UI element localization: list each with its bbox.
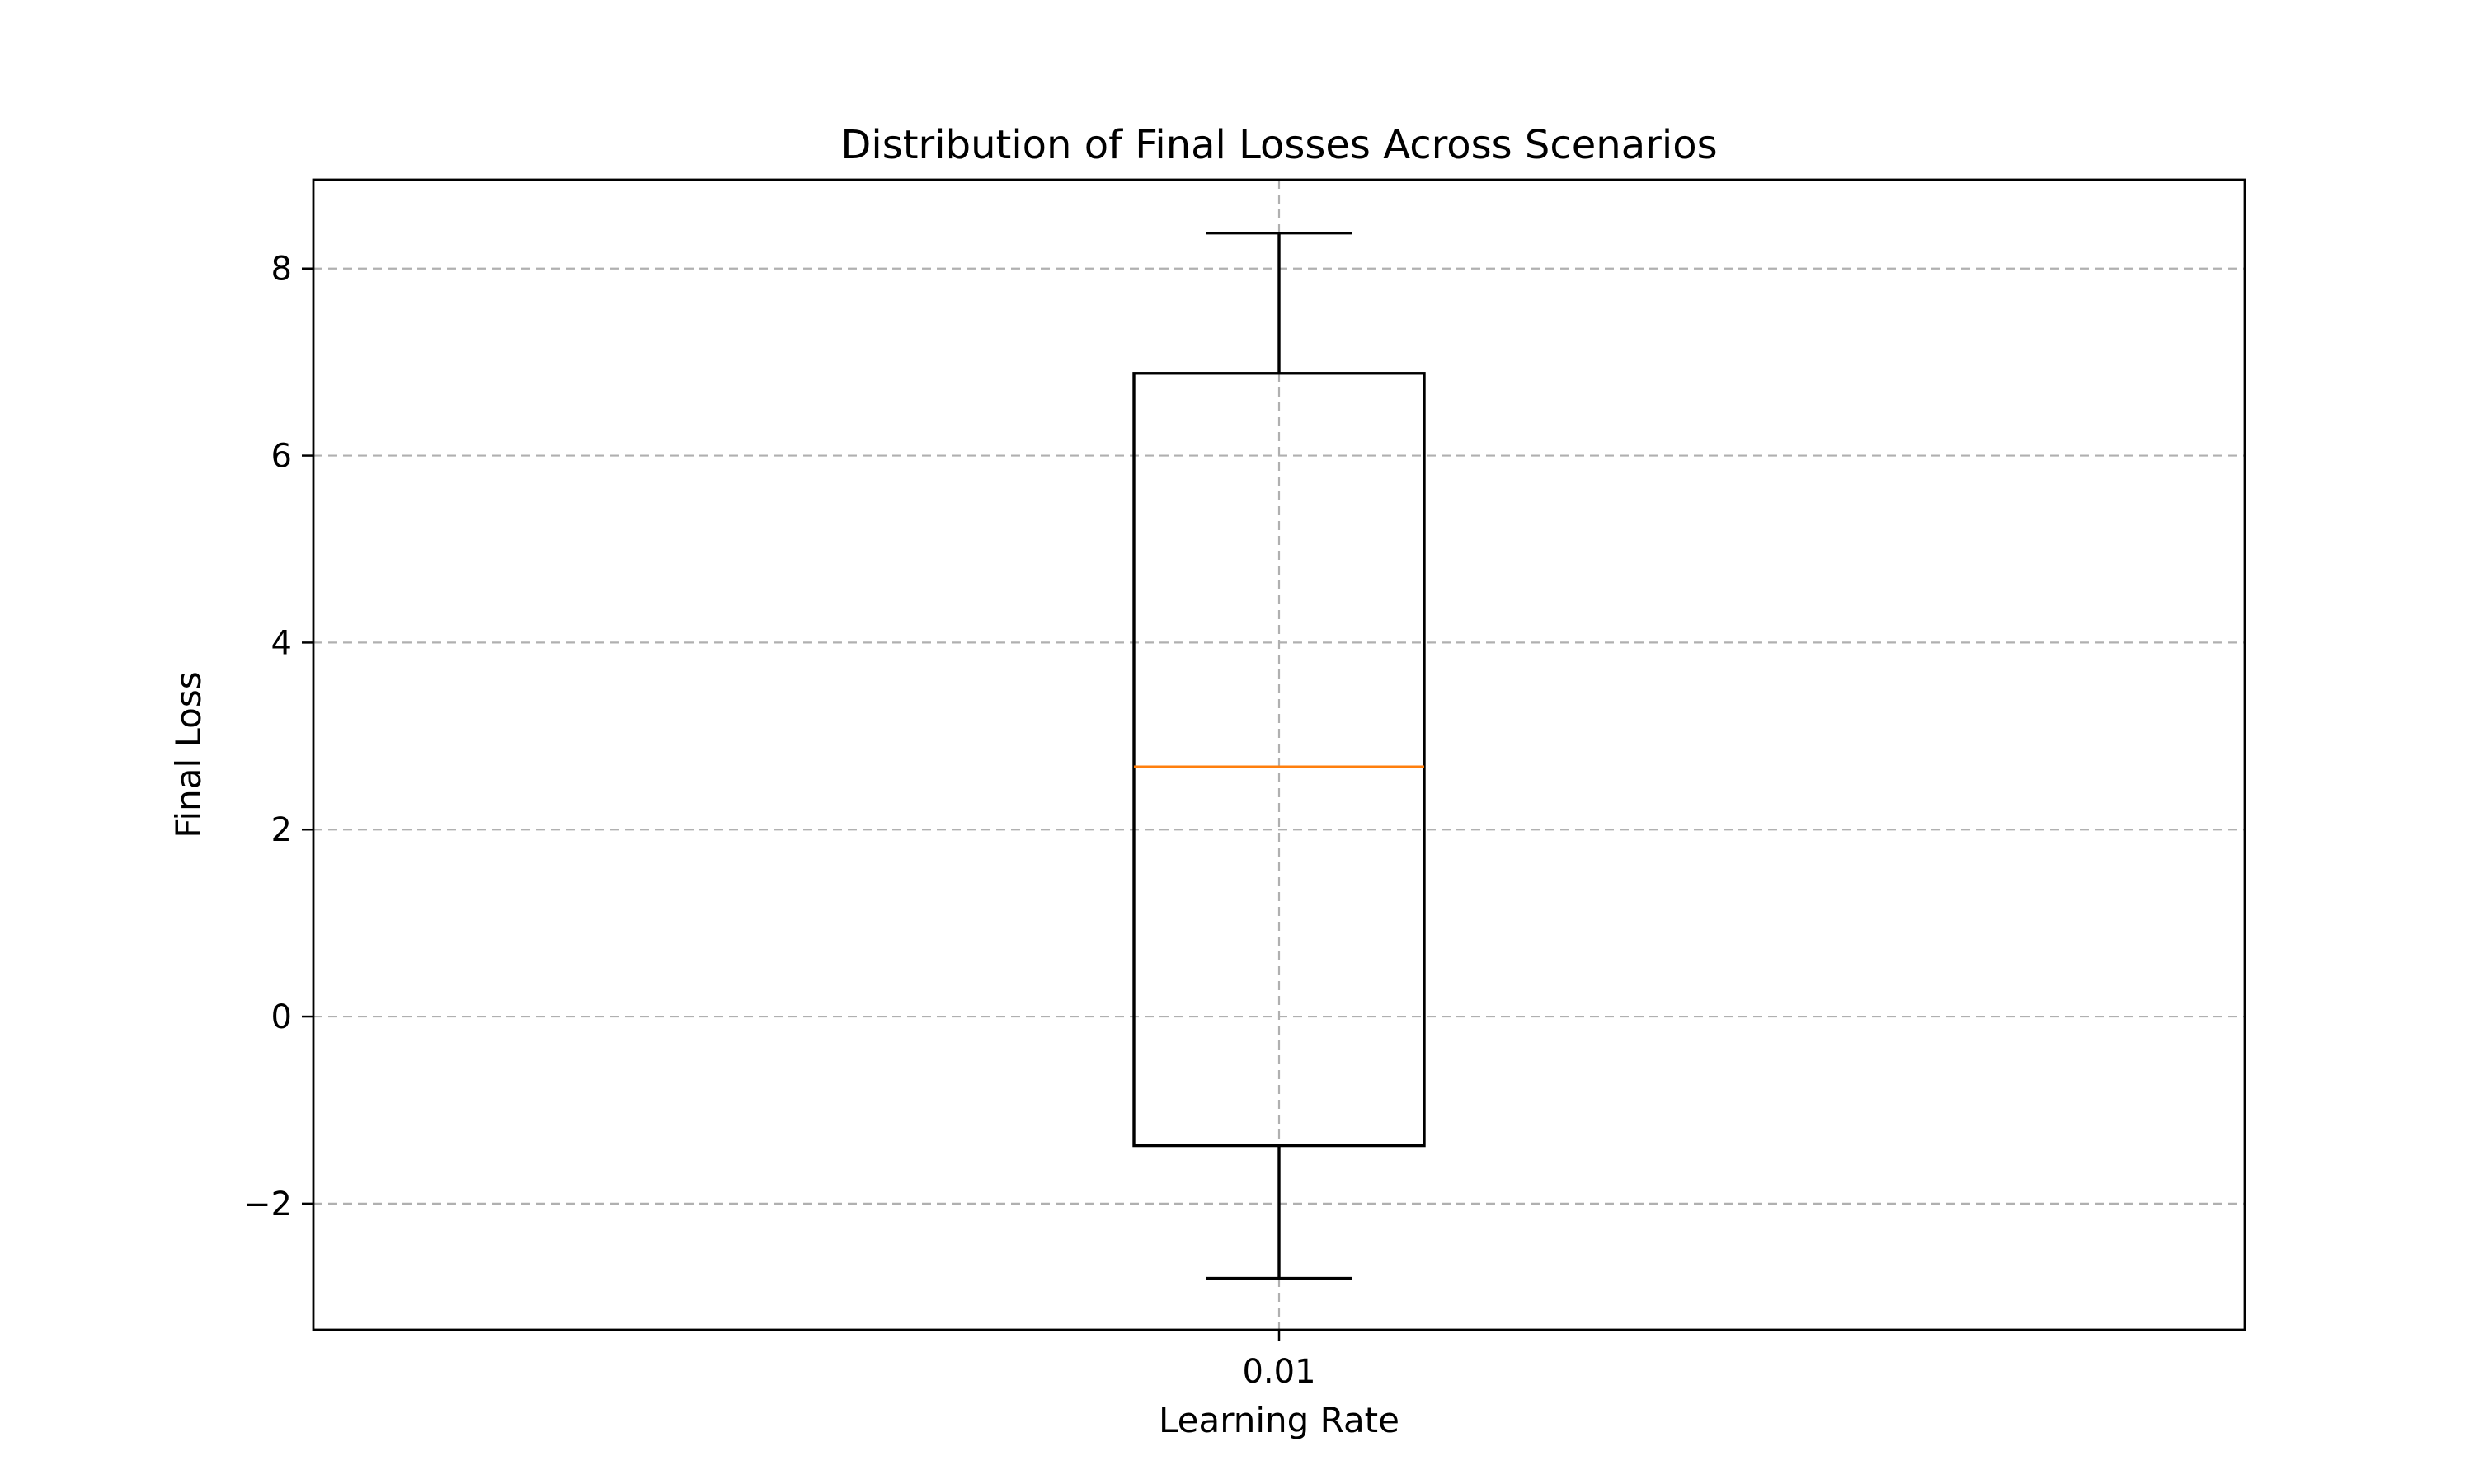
x-axis-label: Learning Rate — [1159, 1400, 1399, 1440]
y-tick-label: 2 — [271, 811, 292, 849]
x-tick-label: 0.01 — [1242, 1353, 1315, 1391]
y-tick-label: 0 — [271, 998, 292, 1036]
grid-layer — [313, 180, 2245, 1330]
y-tick-label: −2 — [243, 1186, 292, 1223]
chart-title: Distribution of Final Losses Across Scen… — [840, 122, 1717, 168]
box-layer — [1132, 231, 1426, 1280]
y-tick-label: 8 — [271, 251, 292, 289]
y-tick-label: 6 — [271, 438, 292, 476]
y-tick-label: 4 — [271, 624, 292, 662]
y-axis-ticks: −2 0 2 4 6 8 — [243, 251, 313, 1223]
x-axis-ticks: 0.01 — [1242, 1330, 1316, 1391]
y-axis-label: Final Loss — [168, 671, 209, 838]
interquartile-box — [1132, 372, 1426, 1148]
